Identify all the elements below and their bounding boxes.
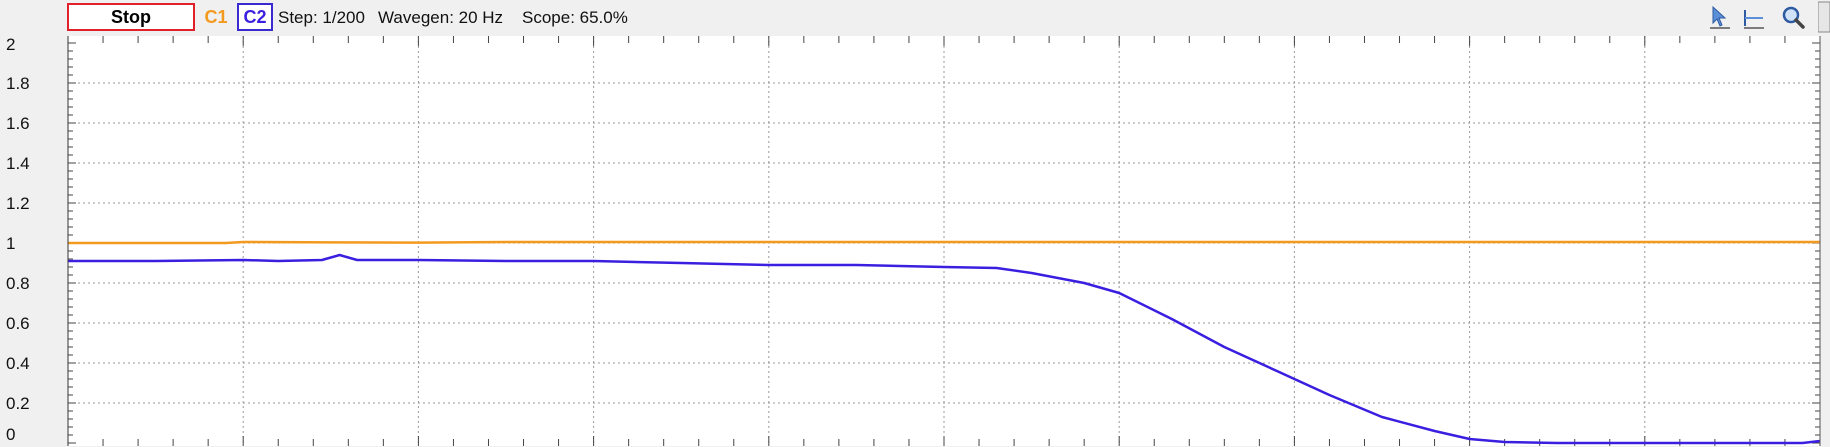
y-tick-label: 0.2 xyxy=(6,394,30,413)
y-tick-label: 1 xyxy=(6,234,15,253)
series-lines xyxy=(68,240,1821,445)
scope-plot[interactable]: 2 1.8 1.6 1.4 1.2 1 0.8 0.6 0.4 0.2 0 xyxy=(0,36,1830,447)
y-tick-label: 0.8 xyxy=(6,274,30,293)
y-tick-label: 0 xyxy=(6,425,15,444)
wavegen-status: Wavegen: 20 Hz xyxy=(378,8,504,27)
y-tick-labels: 2 1.8 1.6 1.4 1.2 1 0.8 0.6 0.4 0.2 0 xyxy=(6,36,30,444)
step-status: Step: 1/200 xyxy=(278,8,365,27)
y-tick-label: 1.8 xyxy=(6,74,30,93)
zoom-icon[interactable] xyxy=(1780,4,1806,30)
channel1-toggle[interactable]: C1 xyxy=(204,6,228,27)
stop-button[interactable]: Stop xyxy=(67,3,195,31)
panel-edge-handle[interactable] xyxy=(1818,0,1830,36)
scope-status: Scope: 65.0% xyxy=(522,8,628,27)
channel2-toggle[interactable]: C2 xyxy=(237,3,273,31)
series-line-c1 xyxy=(68,240,1820,245)
y-tick-label: 0.6 xyxy=(6,314,30,333)
horizontal-cursor-icon[interactable] xyxy=(1741,4,1767,30)
series-line-c2 xyxy=(68,253,1821,445)
y-tick-label: 1.4 xyxy=(6,154,30,173)
cursor-arrow-icon[interactable] xyxy=(1707,4,1733,30)
y-tick-label: 0.4 xyxy=(6,354,30,373)
toolbar: Stop C1 C2 Step: 1/200 Wavegen: 20 Hz Sc… xyxy=(0,0,1830,36)
y-tick-label: 1.6 xyxy=(6,114,30,133)
y-tick-label: 2 xyxy=(6,36,15,54)
y-tick-label: 1.2 xyxy=(6,194,30,213)
